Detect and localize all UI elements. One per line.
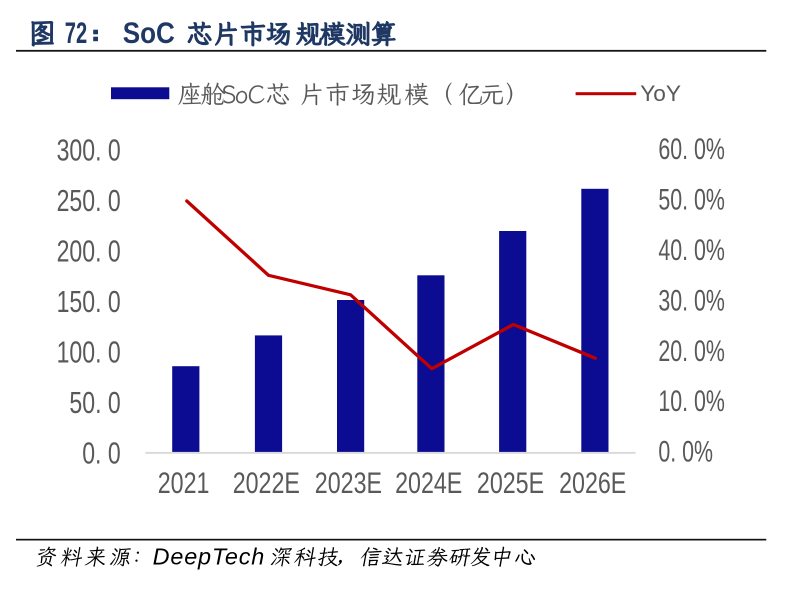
svg-text:2026E: 2026E xyxy=(559,466,626,500)
svg-text:60. 0%: 60. 0% xyxy=(658,134,724,166)
svg-text:150. 0: 150. 0 xyxy=(57,284,121,319)
svg-text:100. 0: 100. 0 xyxy=(57,334,121,369)
svg-text:0. 0: 0. 0 xyxy=(82,435,120,470)
svg-text:2025E: 2025E xyxy=(477,466,544,500)
svg-text:2022E: 2022E xyxy=(233,466,300,500)
svg-text:200. 0: 200. 0 xyxy=(57,233,121,268)
svg-text:2024E: 2024E xyxy=(395,466,462,500)
svg-text:30. 0%: 30. 0% xyxy=(658,285,724,317)
svg-text:2023E: 2023E xyxy=(315,466,382,500)
svg-text:10. 0%: 10. 0% xyxy=(658,386,724,418)
svg-text:250. 0: 250. 0 xyxy=(57,183,121,218)
svg-text:0. 0%: 0. 0% xyxy=(658,436,713,468)
svg-text:YoY: YoY xyxy=(640,81,681,106)
svg-text:SoC: SoC xyxy=(123,16,175,49)
svg-text:2021: 2021 xyxy=(158,466,210,500)
svg-text:50. 0: 50. 0 xyxy=(69,385,120,420)
svg-text:20. 0%: 20. 0% xyxy=(658,336,724,368)
svg-text:300. 0: 300. 0 xyxy=(57,132,121,167)
svg-text:40. 0%: 40. 0% xyxy=(658,235,724,267)
svg-text:DeepTech: DeepTech xyxy=(153,543,266,569)
svg-text:72: 72 xyxy=(65,17,87,50)
svg-text:50. 0%: 50. 0% xyxy=(658,184,724,216)
